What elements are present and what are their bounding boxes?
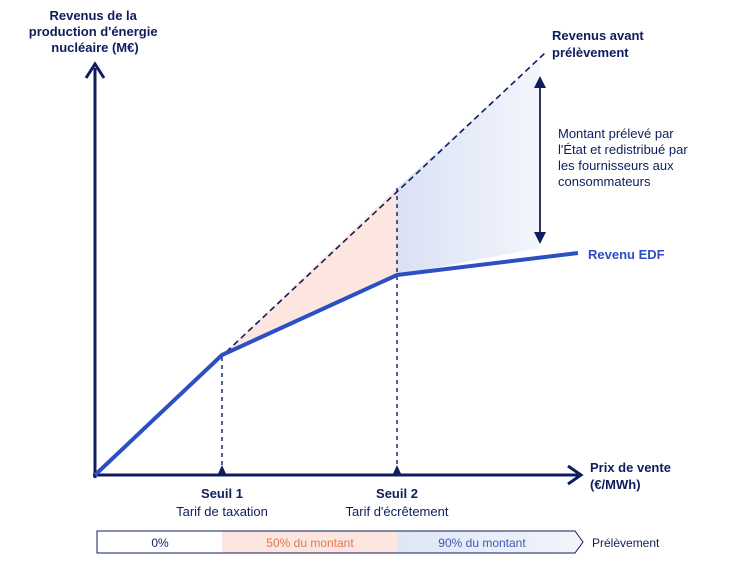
band-label: 0% [151, 536, 169, 550]
annotation: Montant prélevé par l'État et redistribu… [558, 126, 691, 189]
threshold-name: Seuil 2 [376, 486, 418, 501]
band-label: 50% du montant [266, 536, 354, 550]
edf-line [93, 251, 579, 477]
band-outline [96, 530, 584, 554]
y-arrow [84, 61, 106, 79]
band-title: Prélèvement [592, 536, 660, 550]
arrow-head [534, 232, 546, 244]
blue-area [397, 58, 540, 275]
arrow-head [534, 76, 546, 88]
threshold-marker [392, 465, 402, 476]
band-label: 90% du montant [438, 536, 526, 550]
band-segment [397, 531, 583, 553]
threshold-label: Tarif de taxation [176, 504, 268, 519]
threshold-label: Tarif d'écrêtement [346, 504, 449, 519]
pink-area [222, 188, 397, 355]
edf-line-label: Revenu EDF [588, 247, 665, 262]
x-arrow [567, 464, 584, 486]
dashed-line-label: Revenus avant prélèvement [552, 28, 647, 60]
y-axis-label: Revenus de la production d'énergie nuclé… [29, 8, 161, 55]
x-axis-label: Prix de vente (€/MWh) [590, 460, 675, 492]
band-segment [222, 531, 397, 553]
threshold-name: Seuil 1 [201, 486, 243, 501]
threshold-marker [217, 465, 227, 476]
